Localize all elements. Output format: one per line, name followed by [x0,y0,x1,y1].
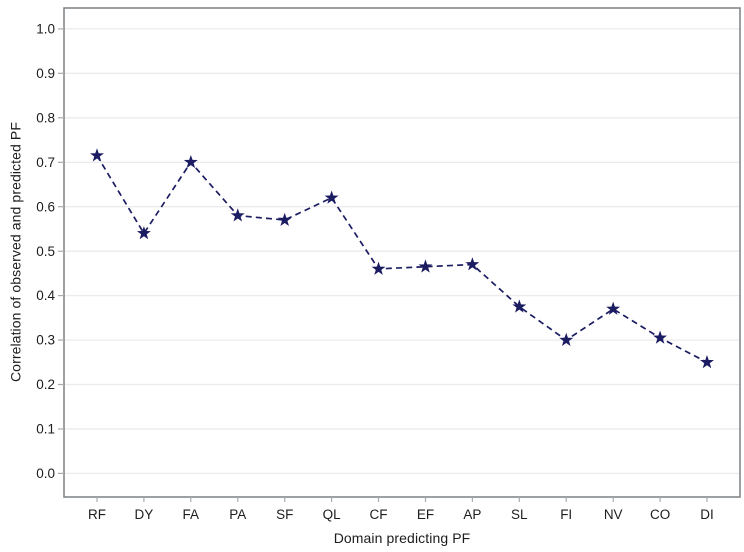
y-axis: 0.0 0.1 0.2 0.3 0.4 0.5 0.6 0.7 0.8 0.9 1.0 [36,22,64,481]
x-tick-label: DY [135,507,154,522]
star-marker [653,330,668,344]
y-tick-label: 0.7 [36,155,55,170]
y-tick-label: 0.1 [36,422,55,437]
x-axis: RF DY FA PA SF QL CF EF AP SL FI NV CO DI [88,497,714,522]
star-marker [700,355,714,369]
y-tick-label: 0.9 [36,66,55,81]
star-marker [465,257,480,271]
y-tick-label: 0.5 [36,244,55,259]
x-tick-label: SL [511,507,528,522]
x-tick-label: FI [560,507,572,522]
y-tick-label: 1.0 [36,22,55,37]
y-gridlines [64,28,740,475]
x-tick-label: RF [88,507,106,522]
series-markers [90,148,714,369]
x-tick-label: NV [604,507,623,522]
x-tick-label: PA [229,507,246,522]
y-tick-label: 0.2 [36,377,55,392]
plot-frame [63,7,741,498]
x-tick-label: QL [323,507,342,522]
star-marker [606,301,621,315]
y-tick-label: 0.3 [36,333,55,348]
x-tick-label: DI [700,507,714,522]
star-marker [277,212,292,226]
star-marker [512,299,527,313]
x-tick-label: FA [183,507,200,522]
x-tick-label: CF [370,507,388,522]
x-tick-label: CO [650,507,670,522]
star-marker [90,148,104,162]
x-tick-label: AP [463,507,481,522]
y-tick-label: 0.4 [36,288,55,303]
star-marker [324,190,339,204]
y-tick-label: 0.6 [36,199,55,214]
x-tick-label: EF [417,507,434,522]
x-axis-title: Domain predicting PF [333,530,471,546]
star-marker [559,332,574,346]
star-marker [136,226,151,240]
x-tick-label: SF [276,507,293,522]
y-axis-title: Correlation of observed and predicted PF [7,121,24,383]
series-line [96,155,708,364]
star-marker [418,259,433,273]
star-marker [183,154,198,169]
star-marker [371,261,386,275]
y-tick-label: 0.0 [36,466,55,481]
star-marker [230,208,245,222]
y-tick-label: 0.8 [36,110,55,125]
